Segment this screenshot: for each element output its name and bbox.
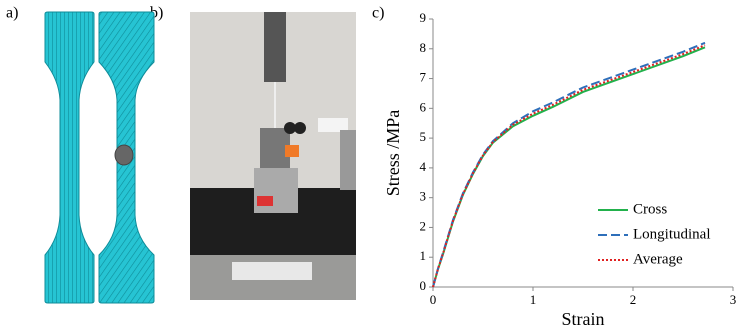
y-tick-label: 6 (420, 99, 427, 114)
x-tick-label: 0 (430, 292, 437, 307)
y-tick-label: 0 (420, 278, 427, 293)
panel-label: a) (6, 5, 18, 22)
x-tick-label: 3 (730, 292, 737, 307)
x-tick-label: 1 (530, 292, 537, 307)
y-tick-label: 8 (420, 40, 427, 55)
y-axis-label: Stress /MPa (383, 110, 403, 197)
photo (190, 12, 356, 300)
legend-label: Average (633, 251, 683, 267)
data-line (432, 44, 706, 288)
y-tick-label: 3 (420, 189, 427, 204)
y-tick-label: 5 (420, 129, 427, 144)
x-axis-label: Strain (562, 309, 605, 329)
chart: Strain Stress /MPa 0 1 2 3 4 5 6 7 8 9 0 1 2 3 Cross Lo… (383, 10, 736, 329)
y-tick-label: 2 (420, 218, 427, 233)
y-tick-label: 1 (420, 248, 427, 263)
legend-label: Longitudinal (633, 226, 711, 242)
y-tick-label: 9 (420, 10, 427, 25)
data-line (432, 41, 706, 288)
y-tick-label: 7 (420, 70, 427, 85)
specimen (44, 11, 95, 304)
y-tick-label: 4 (420, 159, 427, 174)
panel-label: c) (372, 5, 384, 22)
extensometer-knob (114, 144, 134, 166)
legend-label: Cross (633, 201, 667, 217)
x-tick-label: 2 (630, 292, 637, 307)
